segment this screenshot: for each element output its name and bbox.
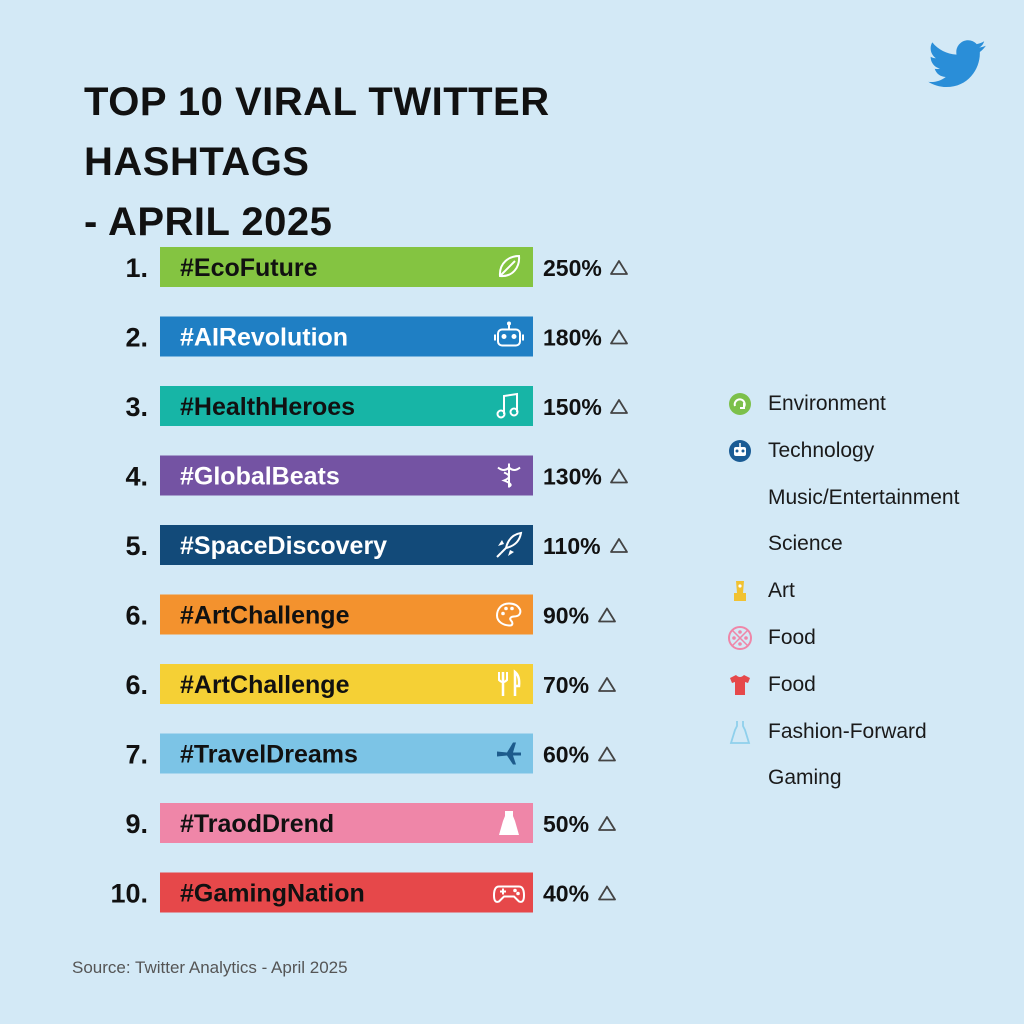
- legend-item: Music/Entertainment: [726, 484, 959, 512]
- legend-label: Food: [768, 672, 816, 696]
- hashtag-label: #GamingNation: [180, 880, 365, 908]
- growth-value-label: 180%: [543, 325, 602, 351]
- up-triangle-icon: [598, 885, 616, 901]
- rank-label: 9.: [125, 809, 148, 839]
- up-triangle-icon: [598, 816, 616, 831]
- hashtag-label: #ArtChallenge: [180, 671, 350, 699]
- legend-label: Art: [768, 579, 795, 603]
- growth-value-label: 150%: [543, 394, 602, 420]
- rank-label: 2.: [125, 323, 148, 353]
- up-triangle-icon: [598, 607, 616, 623]
- gamepad-icon: [492, 885, 526, 903]
- robot-icon: [494, 321, 524, 347]
- legend-label: Food: [768, 626, 816, 649]
- legend-label: Technology: [768, 438, 875, 462]
- legend-label: Music/Entertainment: [768, 485, 960, 509]
- legend-item: Food: [726, 624, 816, 652]
- rank-label: 6.: [125, 670, 148, 700]
- hashtag-bar: [160, 594, 533, 635]
- growth-value-label: 110%: [543, 533, 601, 559]
- growth-value-label: 60%: [543, 742, 589, 768]
- hashtag-bar: [160, 872, 533, 913]
- hashtag-bar: [160, 664, 533, 704]
- rank-label: 4.: [125, 462, 148, 492]
- rank-label: 1.: [125, 253, 148, 283]
- legend-item: Gaming: [726, 764, 842, 792]
- up-triangle-icon: [610, 468, 628, 484]
- palette-icon: [495, 602, 522, 627]
- hashtag-label: #SpaceDiscovery: [180, 532, 387, 560]
- up-triangle-icon: [598, 746, 616, 762]
- legend-icon-placeholder: [726, 530, 754, 558]
- hashtag-bar: [160, 525, 533, 565]
- rank-label: 10.: [110, 879, 148, 909]
- dress-icon: [499, 811, 519, 835]
- up-triangle-icon: [610, 538, 628, 553]
- legend-item: Science: [726, 530, 843, 558]
- hashtag-bar: [160, 386, 533, 426]
- up-triangle-icon: [610, 260, 628, 275]
- legend-label: Environment: [768, 392, 886, 415]
- caduceus-icon: [497, 463, 521, 488]
- hashtag-label: #HealthHeroes: [180, 393, 355, 421]
- hashtag-label: #GlobalBeats: [180, 463, 340, 491]
- legend-label: Fashion-Forward: [768, 719, 927, 743]
- hashtag-label: #AIRevolution: [180, 324, 348, 352]
- pizza-icon: [726, 624, 754, 652]
- hashtag-label: #ArtChallenge: [180, 602, 350, 630]
- chart-title: TOP 10 VIRAL TWITTER HASHTAGS - APRIL 20…: [84, 72, 784, 252]
- dress-icon: [726, 718, 754, 746]
- leaf-icon: [498, 254, 521, 278]
- hashtag-label: #TravelDreams: [180, 741, 358, 769]
- legend-item: Art: [726, 577, 795, 605]
- growth-value-label: 40%: [543, 881, 589, 907]
- growth-value-label: 250%: [543, 255, 602, 281]
- growth-value-label: 90%: [543, 603, 589, 629]
- shirt-icon: [726, 671, 754, 699]
- up-triangle-icon: [610, 329, 628, 345]
- twitter-bird-icon: [928, 40, 986, 88]
- hashtag-label: #EcoFuture: [180, 254, 318, 282]
- hashtag-bar: [160, 803, 533, 843]
- legend-item: Fashion-Forward: [726, 718, 927, 746]
- legend-item: Environment: [726, 390, 886, 418]
- chart-title-line-2: - APRIL 2025: [84, 200, 333, 244]
- airplane-icon: [497, 742, 521, 765]
- rank-label: 7.: [125, 740, 148, 770]
- fork-knife-icon: [498, 669, 521, 696]
- recycle-icon: [726, 390, 754, 418]
- robot-icon: [726, 437, 754, 465]
- up-triangle-icon: [598, 677, 616, 692]
- hashtag-bar: [160, 316, 533, 357]
- rank-label: 5.: [125, 531, 148, 561]
- trophy-icon: [726, 577, 754, 605]
- rank-label: 3.: [125, 392, 148, 422]
- source-note: Source: Twitter Analytics - April 2025: [72, 958, 348, 977]
- rank-label: 6.: [125, 601, 148, 631]
- chart-title-line-1: TOP 10 VIRAL TWITTER HASHTAGS: [84, 80, 550, 184]
- up-triangle-icon: [610, 399, 628, 414]
- music-note-icon: [496, 392, 519, 419]
- growth-value-label: 130%: [543, 464, 602, 490]
- growth-value-label: 70%: [543, 672, 589, 698]
- legend-icon-placeholder: [726, 484, 754, 512]
- growth-value-label: 50%: [543, 811, 589, 837]
- legend-item: Food: [726, 671, 816, 699]
- legend-item: Technology: [726, 437, 874, 465]
- rocket-icon: [496, 531, 523, 558]
- legend-icon-placeholder: [726, 764, 754, 792]
- hashtag-label: #TraodDrend: [180, 810, 334, 838]
- legend-label: Gaming: [768, 766, 842, 790]
- hashtag-bar: [160, 733, 533, 774]
- legend-label: Science: [768, 532, 843, 556]
- hashtag-bar: [160, 455, 533, 496]
- hashtag-bar: [160, 247, 533, 287]
